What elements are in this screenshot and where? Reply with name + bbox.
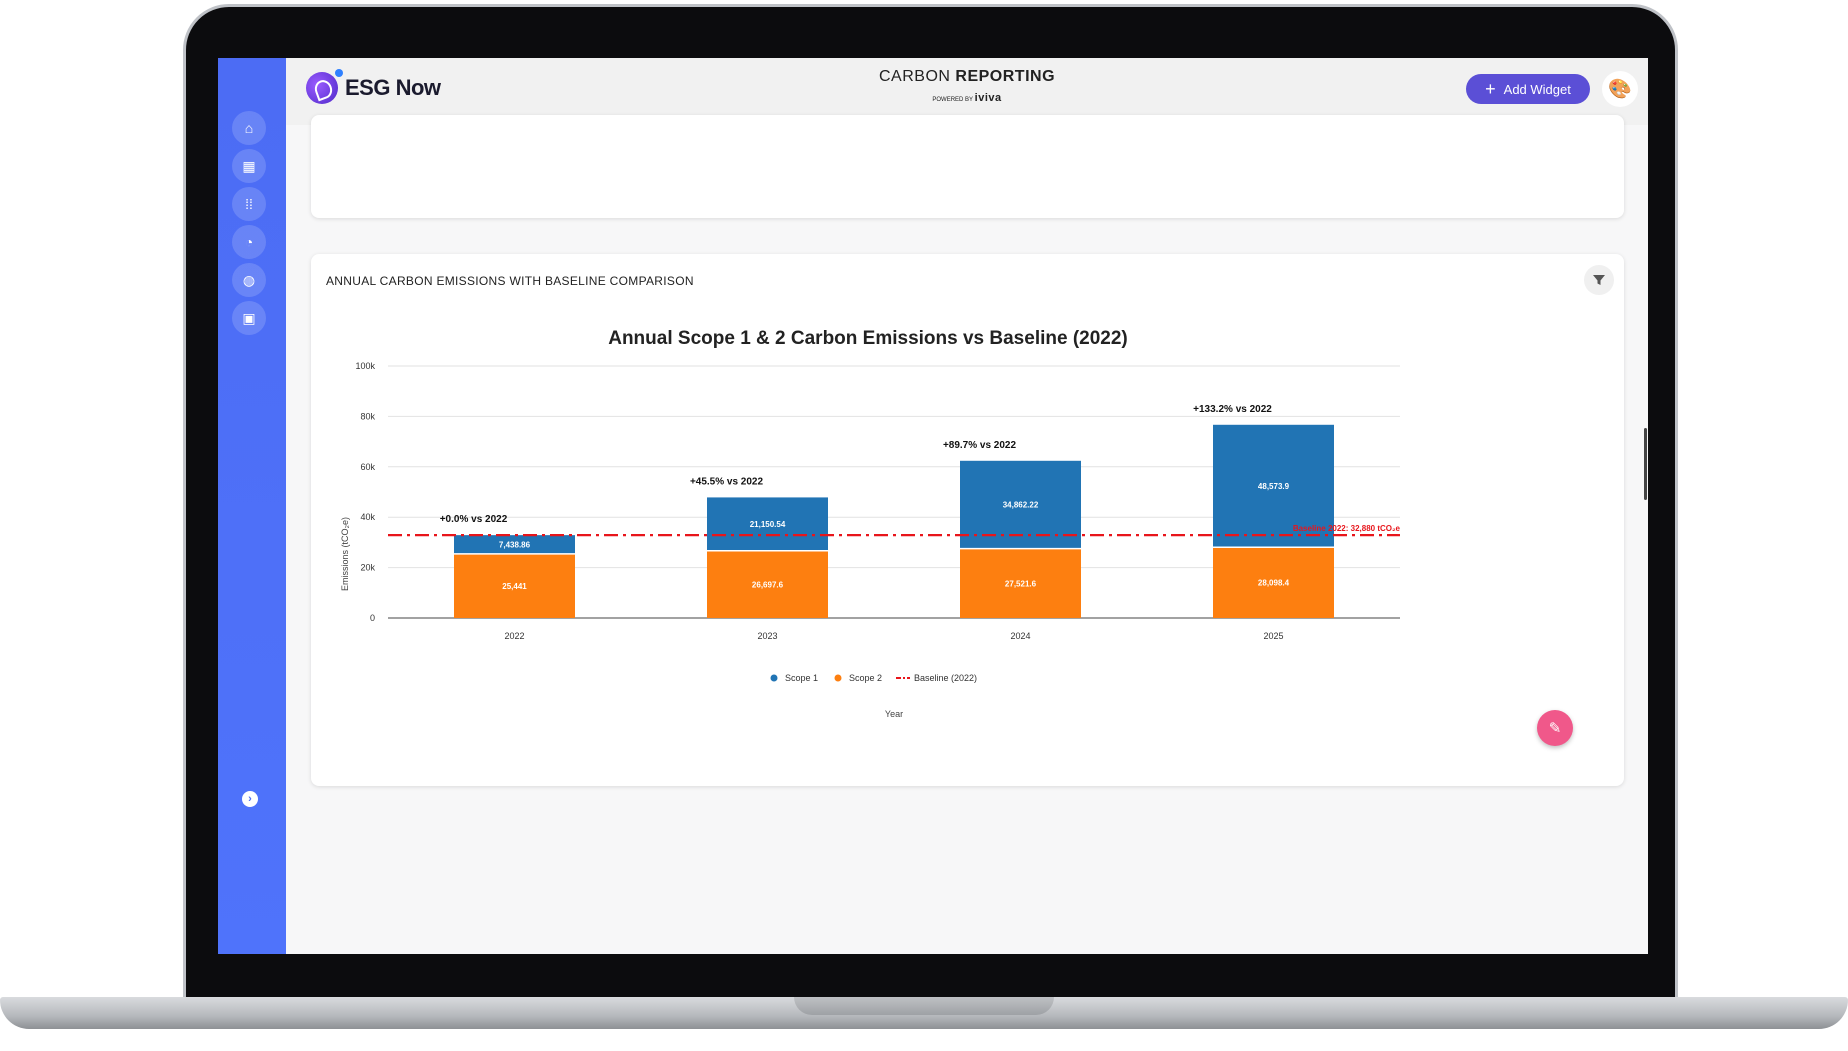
add-widget-button[interactable]: + Add Widget xyxy=(1466,74,1590,104)
chart-title: Annual Scope 1 & 2 Carbon Emissions vs B… xyxy=(608,328,1128,349)
powered-by: POWERED BY iviva xyxy=(932,92,1002,104)
data-label-scope1: 48,573.9 xyxy=(1258,482,1290,491)
change-annotation: +133.2% vs 2022 xyxy=(1193,404,1272,415)
sidebar-item-home[interactable]: ⌂ xyxy=(232,111,266,145)
x-axis-title: Year xyxy=(885,709,903,719)
sidebar-item-transport[interactable]: ▣ xyxy=(232,301,266,335)
x-tick-label: 2025 xyxy=(1263,631,1283,641)
x-tick-label: 2023 xyxy=(757,631,777,641)
filter-icon xyxy=(1593,275,1605,285)
globe-icon: ◍ xyxy=(242,271,256,288)
esg-logo-icon xyxy=(306,69,343,104)
page-title: CARBON REPORTING xyxy=(878,68,1056,85)
dashboard-content: ANNUAL CARBON EMISSIONS WITH BASELINE CO… xyxy=(286,115,1648,954)
emissions-chart: Annual Scope 1 & 2 Carbon Emissions vs B… xyxy=(340,328,1401,719)
filter-button[interactable] xyxy=(1584,265,1614,295)
bar-scope1 xyxy=(960,460,1081,549)
baseline-label: Baseline 2022: 32,880 tCO₂e xyxy=(1293,524,1401,533)
top-header: ESG Now CARBON REPORTING POWERED BY iviv… xyxy=(286,58,1648,125)
y-tick-label: 40k xyxy=(360,512,375,522)
y-tick-label: 100k xyxy=(355,361,375,371)
pencil-icon: ✎ xyxy=(1548,720,1562,737)
legend-marker-scope2 xyxy=(834,674,842,682)
y-tick-label: 80k xyxy=(360,411,375,421)
dashboard-gauge-icon: ◔ xyxy=(244,234,254,250)
bar-scope1 xyxy=(454,535,575,554)
change-annotation: +0.0% vs 2022 xyxy=(440,514,508,525)
bar-scope1 xyxy=(1213,424,1334,548)
data-label-scope1: 34,862.22 xyxy=(1003,501,1039,510)
building-icon: ▦ xyxy=(242,157,256,174)
app-logo[interactable]: ESG Now xyxy=(306,69,441,104)
y-tick-label: 60k xyxy=(360,462,375,472)
bar-scope2 xyxy=(960,548,1081,618)
change-annotation: +45.5% vs 2022 xyxy=(690,476,764,487)
y-tick-label: 20k xyxy=(360,563,375,573)
legend-label-scope1: Scope 1 xyxy=(785,673,818,683)
truck-icon: ▣ xyxy=(242,309,256,326)
sidebar-item-globe[interactable]: ◍ xyxy=(232,263,266,297)
bar-scope2 xyxy=(1213,547,1334,618)
data-label-scope2: 27,521.6 xyxy=(1005,579,1037,588)
theme-palette-button[interactable]: 🎨 xyxy=(1602,71,1638,107)
iviva-brand: iviva xyxy=(974,92,1002,104)
legend-label-scope2: Scope 2 xyxy=(849,673,882,683)
data-label-scope2: 26,697.6 xyxy=(752,580,784,589)
palette-icon: 🎨 xyxy=(1608,79,1632,100)
bar-scope1 xyxy=(707,497,828,551)
y-axis-title: Emissions (tCO₂e) xyxy=(340,517,350,591)
sidebar-expand-button[interactable]: › xyxy=(242,791,258,807)
widget-card-emissions: ANNUAL CARBON EMISSIONS WITH BASELINE CO… xyxy=(311,254,1624,786)
laptop-notch xyxy=(794,997,1054,1015)
x-tick-label: 2024 xyxy=(1010,631,1030,641)
legend-marker-scope1 xyxy=(770,674,778,682)
legend-label-baseline: Baseline (2022) xyxy=(914,673,977,683)
x-tick-label: 2022 xyxy=(504,631,524,641)
bar-scope2 xyxy=(454,553,575,618)
logo-text: ESG Now xyxy=(345,75,441,100)
change-annotation: +89.7% vs 2022 xyxy=(943,440,1017,451)
y-tick-label: 0 xyxy=(370,613,375,623)
data-label-scope1: 7,438.86 xyxy=(499,541,531,550)
widget-title: ANNUAL CARBON EMISSIONS WITH BASELINE CO… xyxy=(326,274,694,288)
sidebar-item-buildings[interactable]: ▦ xyxy=(232,149,266,183)
home-icon: ⌂ xyxy=(244,120,254,136)
scrollbar[interactable] xyxy=(1644,428,1647,500)
sidebar-item-dashboard[interactable]: ◔ xyxy=(232,225,266,259)
sidebar-item-apps[interactable]: ⁞⁞ xyxy=(232,187,266,221)
apps-grid-icon: ⁞⁞ xyxy=(245,196,253,212)
data-label-scope2: 25,441 xyxy=(502,582,527,591)
widget-card-previous xyxy=(311,115,1624,218)
app-screen: ⌂ ▦ ⁞⁞ ◔ ◍ ▣ › ESG Now CARBON REPORTING … xyxy=(218,58,1648,954)
plus-icon: + xyxy=(1485,79,1496,99)
data-label-scope1: 21,150.54 xyxy=(750,520,786,529)
sidebar: ⌂ ▦ ⁞⁞ ◔ ◍ ▣ › xyxy=(218,58,286,954)
data-label-scope2: 28,098.4 xyxy=(1258,579,1290,588)
edit-button[interactable]: ✎ xyxy=(1537,710,1573,746)
bar-scope2 xyxy=(707,550,828,618)
chevron-right-icon: › xyxy=(248,793,252,805)
